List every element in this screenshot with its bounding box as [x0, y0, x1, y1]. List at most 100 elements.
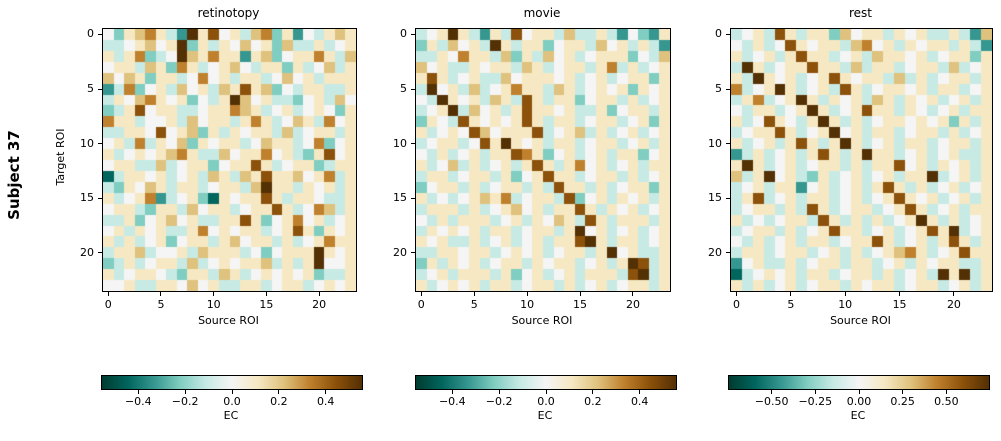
colorbar-retinotopy [101, 375, 363, 390]
x-tick-mark [160, 292, 162, 296]
x-tick-label: 10 [838, 298, 853, 311]
colorbar-tick-mark [137, 390, 139, 394]
colorbar-label: EC [537, 409, 553, 422]
colorbar-tick-label: 0.0 [537, 395, 555, 408]
y-tick-label: 15 [80, 191, 94, 205]
y-tick-label: 5 [400, 82, 407, 96]
y-tick-label: 10 [393, 136, 407, 150]
colorbar-tick-mark [639, 390, 641, 394]
y-tick-label: 15 [393, 191, 407, 205]
heatmap-canvas-rest [731, 29, 992, 291]
x-tick-mark [632, 292, 634, 296]
colorbar-tick-label: 0.2 [584, 395, 602, 408]
y-tick-mark [411, 197, 415, 199]
y-tick-mark [726, 143, 730, 145]
x-tick-mark [735, 292, 737, 296]
x-tick-mark [107, 292, 109, 296]
colorbar-tick-mark [184, 390, 186, 394]
x-tick-mark [899, 292, 901, 296]
x-tick-label: 20 [946, 298, 961, 311]
colorbar-label: EC [223, 409, 239, 422]
y-tick-label: 5 [87, 82, 94, 96]
colorbar-tick-label: 0.0 [223, 395, 241, 408]
x-axis-label: Source ROI [830, 314, 891, 327]
colorbar-tick-mark [771, 390, 773, 394]
heatmap-retinotopy [102, 28, 357, 292]
y-tick-mark [98, 143, 102, 145]
y-tick-label: 20 [708, 245, 722, 259]
y-tick-label: 10 [80, 136, 94, 150]
colorbar-tick-mark [814, 390, 816, 394]
colorbar-tick-label: −0.4 [438, 395, 466, 408]
x-tick-label: 0 [732, 298, 740, 311]
colorbar-tick-mark [278, 390, 280, 394]
colorbar-tick-label: −0.4 [124, 395, 152, 408]
colorbar-tick-label: 0.2 [270, 395, 288, 408]
x-tick-label: 0 [417, 298, 425, 311]
x-tick-mark [526, 292, 528, 296]
colorbar-movie [415, 375, 677, 390]
colorbar-tick-label: 0.4 [316, 395, 335, 408]
colorbar-tick-mark [592, 390, 594, 394]
colorbar-gradient-movie [416, 376, 676, 389]
colorbar-tick-label: −0.25 [798, 395, 833, 408]
y-tick-label: 20 [80, 245, 94, 259]
panel-title-retinotopy: retinotopy [197, 6, 260, 20]
x-tick-mark [318, 292, 320, 296]
heatmap-movie [415, 28, 671, 292]
panel-title-rest: rest [848, 6, 872, 20]
colorbar-gradient-rest [729, 376, 989, 389]
colorbar-tick-label: −0.50 [754, 395, 789, 408]
y-tick-mark [726, 88, 730, 90]
y-tick-mark [98, 252, 102, 254]
x-tick-mark [213, 292, 215, 296]
colorbar-tick-mark [451, 390, 453, 394]
y-tick-label: 0 [715, 27, 722, 41]
y-tick-label: 10 [708, 136, 722, 150]
y-tick-mark [411, 143, 415, 145]
colorbar-tick-label: 0.4 [630, 395, 649, 408]
y-tick-mark [98, 197, 102, 199]
x-tick-label: 15 [892, 298, 907, 311]
y-tick-mark [98, 88, 102, 90]
colorbar-tick-mark [858, 390, 860, 394]
colorbar-tick-label: 0.25 [890, 395, 915, 408]
heatmap-canvas-retinotopy [103, 29, 356, 291]
colorbar-tick-label: 0.50 [934, 395, 959, 408]
x-axis-label: Source ROI [198, 314, 259, 327]
colorbar-tick-mark [231, 390, 233, 394]
x-tick-label: 10 [206, 298, 221, 311]
colorbar-tick-label: −0.2 [171, 395, 199, 408]
heatmap-rest [730, 28, 993, 292]
y-tick-label: 20 [393, 245, 407, 259]
colorbar-tick-label: −0.2 [485, 395, 513, 408]
colorbar-label: EC [850, 409, 866, 422]
x-tick-label: 5 [787, 298, 795, 311]
y-tick-mark [98, 33, 102, 35]
y-tick-label: 0 [87, 27, 94, 41]
y-tick-mark [726, 197, 730, 199]
x-tick-mark [420, 292, 422, 296]
x-tick-label: 10 [520, 298, 535, 311]
y-tick-mark [411, 252, 415, 254]
x-tick-label: 5 [470, 298, 478, 311]
x-tick-mark [844, 292, 846, 296]
x-tick-label: 20 [625, 298, 640, 311]
colorbar-rest [728, 375, 990, 390]
y-tick-mark [411, 88, 415, 90]
colorbar-tick-mark [945, 390, 947, 394]
x-tick-label: 0 [104, 298, 112, 311]
y-tick-label: 5 [715, 82, 722, 96]
x-tick-label: 15 [573, 298, 588, 311]
colorbar-tick-mark [498, 390, 500, 394]
y-tick-mark [411, 33, 415, 35]
colorbar-gradient-retinotopy [102, 376, 362, 389]
x-tick-mark [953, 292, 955, 296]
x-tick-mark [265, 292, 267, 296]
colorbar-tick-mark [325, 390, 327, 394]
y-tick-label: 15 [708, 191, 722, 205]
